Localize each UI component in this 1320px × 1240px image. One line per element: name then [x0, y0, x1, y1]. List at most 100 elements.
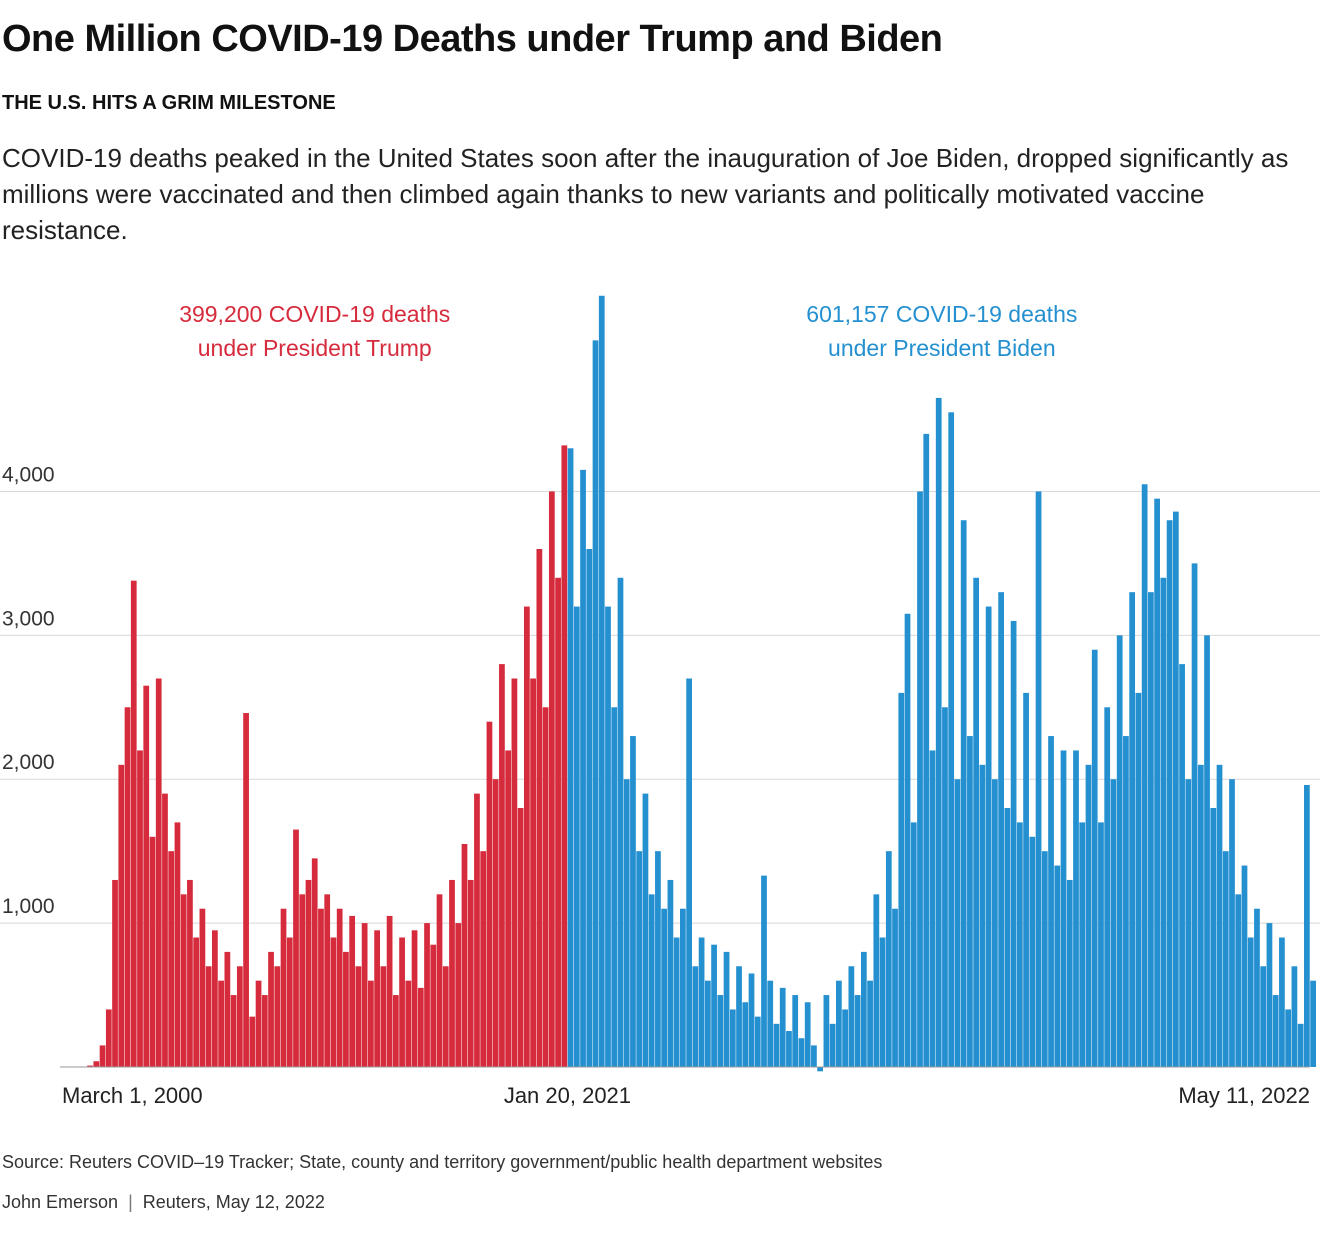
bar [1254, 908, 1260, 1067]
bar [1279, 937, 1285, 1067]
x-tick-label: March 1, 2000 [62, 1083, 203, 1108]
x-tick-label: Jan 20, 2021 [504, 1083, 631, 1108]
bar [973, 577, 980, 1067]
bar [1148, 592, 1154, 1067]
bar [692, 966, 699, 1067]
bar [655, 851, 661, 1067]
bar [461, 843, 468, 1067]
bar [536, 549, 543, 1067]
bar [1104, 707, 1111, 1067]
bar [786, 1031, 792, 1067]
bar [923, 433, 930, 1067]
bar [424, 923, 430, 1067]
bar [1116, 635, 1123, 1067]
y-tick-label: 4,000 [2, 463, 55, 486]
bar [573, 606, 580, 1067]
bar [112, 879, 118, 1067]
bar [505, 750, 512, 1067]
bar [798, 1038, 805, 1067]
bar [1204, 635, 1210, 1067]
source: Source: Reuters COVID–19 Tracker; State,… [2, 1152, 883, 1172]
credit: John Emerson | Reuters, May 12, 2022 [2, 1192, 325, 1213]
bar [1010, 620, 1017, 1067]
series-label-line: 601,157 COVID-19 deaths [806, 301, 1077, 327]
bar [598, 295, 605, 1067]
bar [486, 721, 493, 1067]
bar [686, 678, 692, 1067]
bar [717, 995, 724, 1067]
bar [542, 707, 549, 1067]
bar [286, 937, 293, 1067]
bar [742, 1002, 749, 1067]
bar [1260, 966, 1267, 1067]
bar [386, 915, 393, 1067]
bar [1016, 822, 1023, 1067]
bar [530, 678, 536, 1067]
bar [617, 577, 624, 1067]
separator: | [128, 1192, 133, 1212]
bar [499, 664, 505, 1067]
bar [474, 793, 480, 1067]
bar [1185, 779, 1192, 1067]
bar [1066, 879, 1073, 1067]
bar [236, 966, 243, 1067]
bar [149, 836, 156, 1067]
bar [761, 875, 767, 1067]
bar [1210, 808, 1217, 1067]
bar [1310, 980, 1316, 1067]
bar [255, 980, 262, 1067]
bar [1029, 836, 1036, 1067]
bar [892, 908, 898, 1067]
bar [1110, 779, 1117, 1067]
y-tick-label: 3,000 [2, 607, 55, 630]
bar [168, 851, 175, 1067]
bar [411, 930, 418, 1067]
bar [548, 491, 555, 1067]
bar [280, 908, 287, 1067]
bar [261, 995, 268, 1067]
bar [648, 894, 655, 1067]
bar [1054, 865, 1061, 1067]
bar [199, 908, 206, 1067]
bar [492, 779, 499, 1067]
bar [118, 764, 125, 1067]
bar [779, 987, 786, 1067]
bar [480, 851, 487, 1067]
bar [162, 793, 168, 1067]
series-label-line: under President Trump [198, 335, 432, 361]
bar [592, 340, 599, 1068]
bar [723, 951, 730, 1067]
bar [960, 520, 967, 1067]
bar [1085, 764, 1092, 1067]
bar [605, 606, 611, 1067]
bar [105, 1009, 112, 1067]
bar [130, 580, 137, 1067]
bar [935, 397, 942, 1068]
bar [349, 915, 356, 1067]
bar [580, 469, 586, 1068]
bar [361, 923, 368, 1067]
bar [998, 592, 1004, 1067]
publisher: Reuters, May 12, 2022 [142, 1192, 325, 1212]
bar [1304, 784, 1310, 1067]
bar [293, 829, 299, 1067]
bar [992, 779, 998, 1067]
bar [1241, 865, 1248, 1067]
bar [879, 937, 886, 1067]
x-tick-label: May 11, 2022 [1178, 1083, 1310, 1108]
bar [230, 995, 237, 1067]
bar [736, 966, 742, 1067]
bar [517, 808, 524, 1067]
bar [792, 995, 799, 1067]
bar [667, 879, 674, 1067]
bar [867, 980, 873, 1067]
bar [243, 713, 249, 1067]
bar [848, 966, 855, 1067]
bar [555, 577, 561, 1067]
bar [1129, 592, 1136, 1067]
bar [842, 1009, 848, 1067]
subtitle: THE U.S. HITS A GRIM MILESTONE [2, 92, 336, 114]
bar [1160, 577, 1167, 1067]
